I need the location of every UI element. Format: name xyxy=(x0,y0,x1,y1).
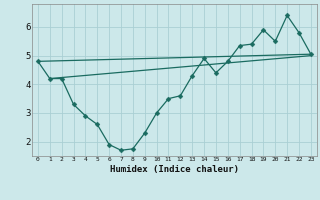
X-axis label: Humidex (Indice chaleur): Humidex (Indice chaleur) xyxy=(110,165,239,174)
